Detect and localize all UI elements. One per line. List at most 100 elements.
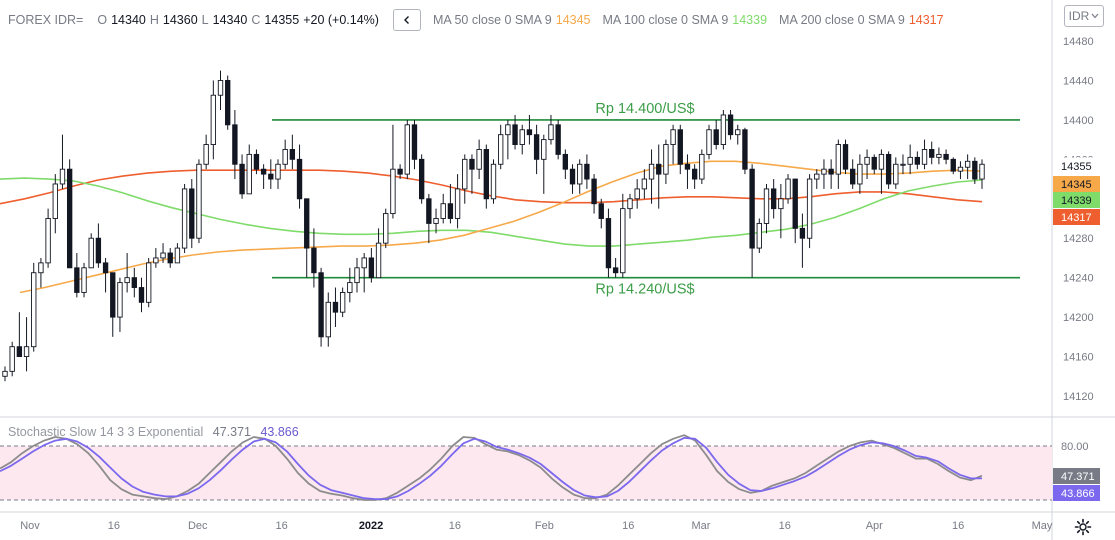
candle: [476, 139, 482, 180]
candle-body: [850, 168, 856, 185]
symbol-name[interactable]: FOREX IDR=: [8, 13, 84, 27]
stochastic-k-value: 47.371: [212, 425, 251, 439]
candle-body: [246, 153, 252, 195]
candle-body: [59, 168, 66, 185]
candle-body: [260, 168, 267, 175]
candle: [548, 114, 554, 145]
candle: [670, 124, 676, 165]
candle: [706, 124, 712, 160]
candle-body: [957, 166, 964, 172]
ma100-label[interactable]: MA 100 close 0 SMA 9: [602, 13, 729, 27]
candle: [354, 257, 360, 293]
ma50-label[interactable]: MA 50 close 0 SMA 9: [432, 13, 552, 27]
stochastic-d-line: [0, 436, 982, 501]
candle-body: [239, 163, 245, 195]
candle-body: [95, 237, 102, 264]
candle-body: [9, 346, 15, 372]
candle-body: [727, 114, 734, 136]
candle-body: [52, 183, 58, 219]
candle: [88, 233, 94, 269]
candle: [153, 248, 159, 268]
candle: [189, 179, 195, 249]
candle-body: [562, 153, 569, 170]
candle: [720, 110, 727, 150]
candle-body: [533, 134, 540, 160]
candle-body: [426, 198, 432, 224]
candle-body: [605, 218, 612, 269]
candle: [864, 149, 870, 180]
stochastic-d-value: 43.866: [260, 425, 299, 439]
candle: [929, 141, 935, 165]
stochastic-d-badge-text: 43.866: [1061, 488, 1095, 500]
candle-body: [512, 124, 518, 145]
candle: [533, 124, 540, 175]
candle: [569, 164, 576, 194]
gear-icon[interactable]: [1073, 517, 1093, 537]
candle-body: [418, 158, 425, 200]
candle-body: [31, 272, 37, 348]
candle: [598, 198, 604, 229]
candle: [799, 213, 806, 268]
candle-body: [16, 346, 23, 358]
candle: [778, 183, 784, 239]
candle: [339, 287, 346, 318]
candle: [131, 267, 137, 298]
currency-button[interactable]: IDR: [1064, 5, 1104, 27]
candle-body: [462, 158, 468, 190]
close-label: C: [251, 13, 261, 27]
time-tick-label: Mar: [691, 520, 710, 532]
time-tick-label: May: [1032, 520, 1053, 532]
candle-body: [124, 277, 130, 284]
stochastic-k-badge-text: 47.371: [1061, 471, 1095, 483]
chevron-down-icon: [1091, 13, 1099, 19]
candle-body: [167, 252, 173, 264]
candle: [275, 159, 281, 189]
stochastic-axis-label: 80.00: [1061, 441, 1089, 453]
stochastic-title[interactable]: Stochastic Slow 14 3 3 Exponential: [8, 425, 204, 439]
price-tick-label: 14120: [1063, 391, 1094, 403]
candle-body: [447, 203, 454, 219]
stochastic-k-line: [0, 434, 983, 501]
candle: [699, 149, 705, 184]
change-value: +20 (+0.14%): [303, 13, 379, 27]
candle-body: [778, 198, 784, 210]
ma200-label[interactable]: MA 200 close 0 SMA 9: [779, 13, 905, 27]
candle: [842, 139, 849, 175]
candle-body: [548, 124, 554, 141]
candle: [742, 127, 748, 175]
candle: [52, 174, 58, 234]
candle: [577, 159, 583, 194]
last-price-badge-text: 14355: [1061, 161, 1092, 173]
candle-body: [648, 163, 655, 180]
candle: [835, 139, 842, 189]
candle-body: [440, 203, 446, 219]
candle: [512, 114, 518, 150]
candle-body: [397, 168, 403, 175]
high-label: H: [149, 13, 159, 27]
candle-body: [433, 218, 439, 224]
candle-body: [181, 188, 188, 249]
candle: [31, 262, 37, 352]
candle-body: [821, 168, 827, 175]
candle-body: [526, 129, 533, 136]
time-tick-label: Nov: [20, 520, 40, 532]
collapse-legend-button[interactable]: [392, 9, 421, 31]
candle-body: [390, 168, 396, 215]
candle: [957, 161, 964, 180]
candle: [23, 317, 30, 372]
candle-body: [505, 124, 511, 136]
candle: [627, 193, 633, 219]
time-tick-label: 16: [449, 520, 461, 532]
candle-body: [742, 129, 748, 170]
candle: [66, 159, 73, 269]
time-tick-label: 2022: [359, 520, 383, 532]
candle: [584, 154, 590, 189]
candle: [713, 119, 719, 150]
candle-body: [598, 203, 604, 219]
candle-body: [914, 156, 921, 165]
candle-body: [304, 198, 310, 249]
candle: [440, 193, 446, 224]
candle-body: [749, 168, 755, 249]
candle: [311, 228, 317, 288]
